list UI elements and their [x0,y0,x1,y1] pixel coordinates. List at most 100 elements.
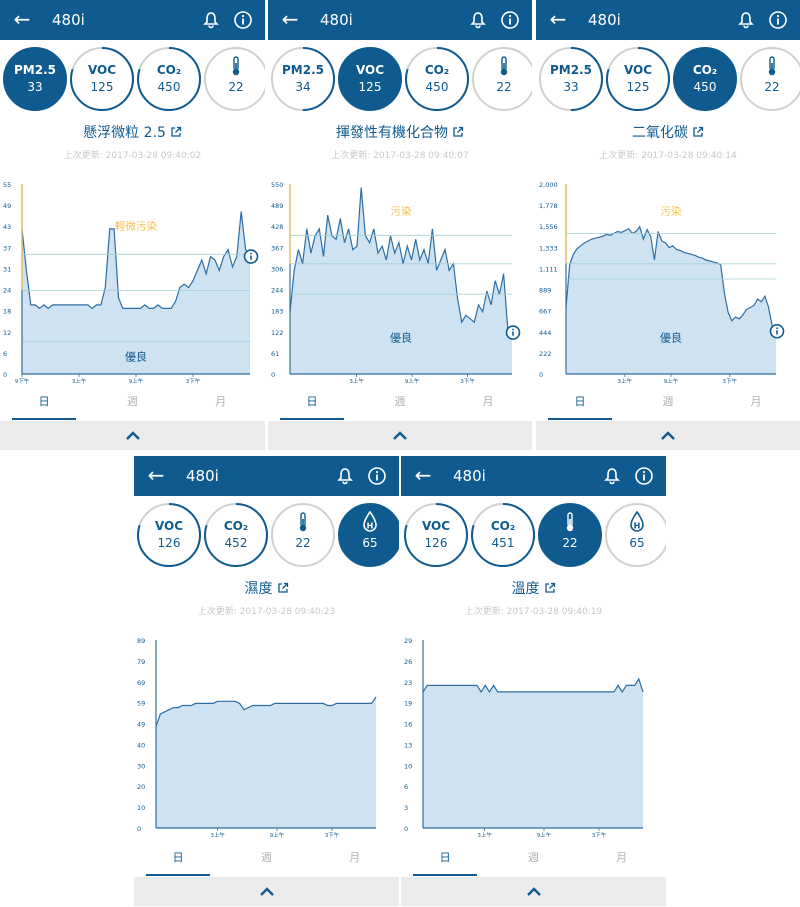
metric-circle[interactable]: CO₂ 452 [204,503,268,567]
metric-value: 33 [563,80,579,94]
progress-ring [137,503,201,567]
chart-svg: 89 79 69 59 49 40 30 20 10 0 3上午 9上午 3下午 [137,637,377,839]
tab-day[interactable]: 日 [134,848,222,876]
area-fill [156,697,376,828]
tab-day[interactable]: 日 [401,848,489,876]
tab-day[interactable]: 日 [0,392,88,420]
metric-circle[interactable]: 65 H [338,503,399,567]
bell-icon[interactable] [335,466,355,486]
expand-bar[interactable] [0,421,265,450]
tab-week[interactable]: 週 [260,851,272,864]
info-icon[interactable] [233,10,253,30]
progress-ring [606,47,670,111]
expand-bar[interactable] [536,421,800,450]
back-arrow-icon[interactable]: ← [281,7,299,31]
x-tick-label: 3下午 [186,377,201,384]
tab-month[interactable]: 月 [215,395,227,408]
metric-circle[interactable]: 22 [740,47,800,111]
y-tick-label: 667 [539,308,551,316]
metric-circle[interactable]: VOC 126 [404,503,468,567]
expand-bar[interactable] [268,421,532,450]
tab-day[interactable]: 日 [536,392,624,420]
external-link-icon[interactable] [452,126,464,138]
bell-icon[interactable] [736,10,756,30]
metric-circle[interactable]: VOC 126 [137,503,201,567]
thermometer-icon [566,512,574,532]
x-tick-label: 3上午 [349,377,364,384]
chart-title[interactable]: 溫度 [401,580,666,598]
bell-icon[interactable] [468,10,488,30]
external-link-icon[interactable] [692,126,704,138]
metric-circle[interactable]: CO₂ 451 [471,503,535,567]
metric-circle[interactable]: 65 H [605,503,666,567]
metric-value: 450 [157,80,181,94]
history-chart: 29 26 23 19 16 13 10 6 3 0 3上午 9上午 3下午 [401,636,666,852]
series-line [155,696,377,727]
y-tick-label: 489 [271,202,283,210]
x-tick-label: 9上午 [129,377,144,384]
tab-month[interactable]: 月 [482,395,494,408]
back-arrow-icon[interactable]: ← [414,463,432,487]
expand-bar[interactable] [401,877,666,906]
x-tick-label: 3下午 [460,377,475,384]
external-link-icon[interactable] [170,126,182,138]
tab-week[interactable]: 週 [527,851,539,864]
metric-label: PM2.5 [550,63,592,77]
metric-circle[interactable]: 22 [204,47,265,111]
chevron-up-icon[interactable] [526,884,542,898]
metric-circle[interactable]: 22 [271,503,335,567]
external-link-icon[interactable] [277,582,289,594]
back-arrow-icon[interactable]: ← [13,7,31,31]
series-line [289,187,513,333]
chevron-up-icon[interactable] [125,428,141,442]
metric-value: 33 [27,80,43,94]
tab-month[interactable]: 月 [616,851,628,864]
info-icon[interactable] [500,10,520,30]
metric-circle[interactable]: PM2.5 34 [271,47,335,111]
metric-value: 450 [425,80,449,94]
chart-title[interactable]: 濕度 [134,580,399,598]
info-icon[interactable] [367,466,387,486]
tab-month[interactable]: 月 [750,395,762,408]
metric-label: VOC [355,63,385,77]
info-icon[interactable] [505,325,521,340]
metric-circle[interactable]: VOC 125 [338,47,402,111]
chart-title[interactable]: 懸浮微粒 2.5 [0,124,265,142]
expand-bar[interactable] [134,877,399,906]
metric-circle[interactable]: CO₂ 450 [673,47,737,111]
info-icon[interactable] [769,323,785,339]
metric-circle[interactable]: CO₂ 450 [405,47,469,111]
back-arrow-icon[interactable]: ← [147,463,165,487]
bell-icon[interactable] [602,466,622,486]
metric-circle[interactable]: PM2.5 33 [539,47,603,111]
x-tick-label: 3下午 [592,831,607,839]
chevron-up-icon[interactable] [392,428,408,442]
info-icon[interactable] [768,10,788,30]
svg-text:H: H [634,522,641,531]
metric-selector: VOC 126 CO₂ 451 22 65 H [401,503,666,569]
metric-circle[interactable]: 22 [538,503,602,567]
back-arrow-icon[interactable]: ← [549,7,567,31]
external-link-icon[interactable] [544,582,556,594]
y-tick-label: 0 [539,371,543,379]
chevron-up-icon[interactable] [259,884,275,898]
chevron-up-icon[interactable] [660,428,676,442]
info-icon[interactable] [634,466,654,486]
tab-week[interactable]: 週 [662,395,674,408]
metric-circle[interactable]: CO₂ 450 [137,47,201,111]
metric-circle[interactable]: VOC 125 [70,47,134,111]
info-icon[interactable] [243,249,259,264]
pollution-zone-label: 污染 [391,204,412,217]
metric-circle[interactable]: PM2.5 33 [3,47,67,111]
y-tick-label: 244 [271,287,283,295]
chart-title[interactable]: 二氧化碳 [536,124,800,142]
tab-day[interactable]: 日 [268,392,356,420]
bell-icon[interactable] [201,10,221,30]
metric-circle[interactable]: 22 [472,47,532,111]
y-tick-label: 69 [137,679,145,687]
tab-week[interactable]: 週 [126,395,138,408]
chart-title[interactable]: 揮發性有機化合物 [268,124,532,142]
metric-circle[interactable]: VOC 125 [606,47,670,111]
tab-month[interactable]: 月 [349,851,361,864]
tab-week[interactable]: 週 [394,395,406,408]
